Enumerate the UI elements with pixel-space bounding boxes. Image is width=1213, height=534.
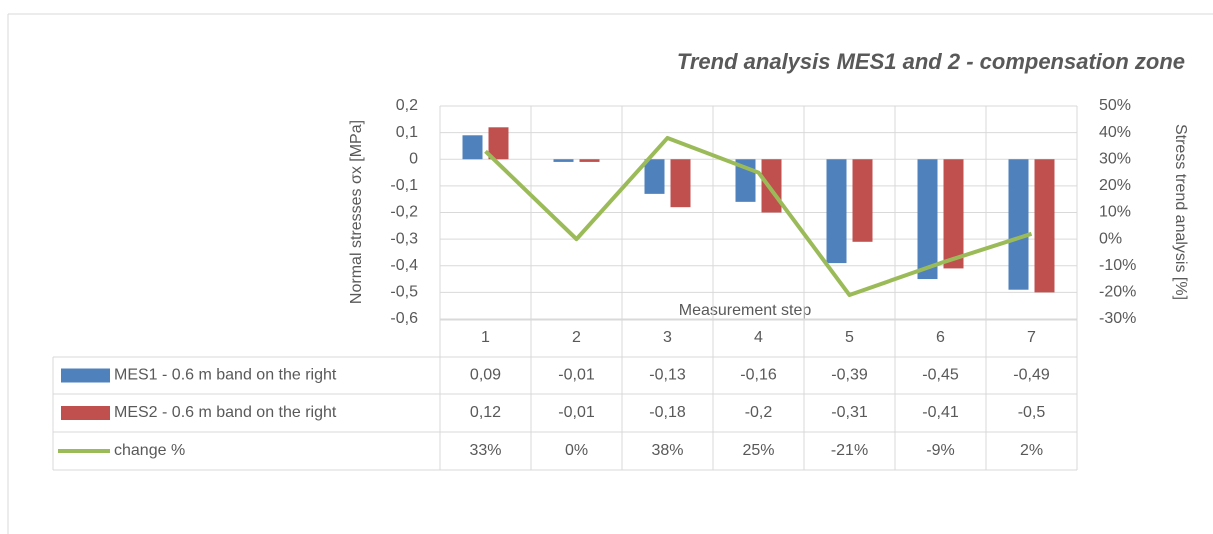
y-tick-label: -0,5 xyxy=(390,284,418,301)
legend-label: change % xyxy=(114,442,185,459)
y2-tick-label: -20% xyxy=(1099,284,1136,301)
data-label: -21% xyxy=(831,442,868,459)
y2-tick-label: 30% xyxy=(1099,150,1131,167)
bar xyxy=(1034,159,1055,293)
bar xyxy=(553,159,574,162)
y-tick-label: -0,2 xyxy=(390,204,418,221)
data-label: 2% xyxy=(1020,442,1043,459)
y2-tick-label: -10% xyxy=(1099,257,1136,274)
bar xyxy=(644,159,665,194)
data-label: 25% xyxy=(742,442,774,459)
bar xyxy=(462,135,483,160)
data-label: -0,01 xyxy=(558,367,595,384)
y-tick-label: -0,3 xyxy=(390,230,418,247)
data-label: -0,5 xyxy=(1018,404,1046,421)
x-tick-label: 7 xyxy=(1027,329,1036,346)
data-label: -0,39 xyxy=(831,367,868,384)
bar xyxy=(488,127,509,160)
data-label: 33% xyxy=(469,442,501,459)
line xyxy=(484,135,1033,298)
x-tick-label: 4 xyxy=(754,329,763,346)
data-label: -0,41 xyxy=(922,404,959,421)
y2-tick-label: 0% xyxy=(1099,230,1122,247)
data-label: -9% xyxy=(926,442,954,459)
y2-tick-label: 10% xyxy=(1099,204,1131,221)
data-label: -0,49 xyxy=(1013,367,1050,384)
x-tick-label: 5 xyxy=(845,329,854,346)
bar xyxy=(670,159,691,208)
chart-title: Trend analysis MES1 and 2 - compensation… xyxy=(677,49,1185,74)
bar xyxy=(579,159,600,162)
data-label: 0% xyxy=(565,442,588,459)
legend-label: MES2 - 0.6 m band on the right xyxy=(114,404,337,421)
legend-swatch xyxy=(61,406,110,420)
data-label: -0,18 xyxy=(649,404,686,421)
bar xyxy=(917,159,938,280)
y2-tick-label: 40% xyxy=(1099,124,1131,141)
bar xyxy=(1008,159,1029,290)
x-tick-label: 1 xyxy=(481,329,490,346)
legend-swatch xyxy=(61,368,110,383)
legend-label: MES1 - 0.6 m band on the right xyxy=(114,367,337,384)
data-label: -0,31 xyxy=(831,404,868,421)
y2-axis-label: Stress trend analysis [%] xyxy=(1172,124,1189,300)
x-tick-label: 3 xyxy=(663,329,672,346)
data-label: -0,45 xyxy=(922,367,959,384)
y-axis-label: Normal stresses σx [MPa] xyxy=(348,120,365,304)
y-tick-label: -0,1 xyxy=(390,177,418,194)
y2-tick-label: -30% xyxy=(1099,310,1136,327)
data-label: -0,16 xyxy=(740,367,777,384)
data-label: 38% xyxy=(651,442,683,459)
bar xyxy=(826,159,847,264)
x-tick-label: 2 xyxy=(572,329,581,346)
y2-tick-label: 50% xyxy=(1099,97,1131,114)
data-label: -0,2 xyxy=(745,404,773,421)
bar xyxy=(761,159,782,213)
y-tick-label: -0,6 xyxy=(390,310,418,327)
y-tick-label: -0,4 xyxy=(390,257,418,274)
data-label: -0,01 xyxy=(558,404,595,421)
y2-tick-label: 20% xyxy=(1099,177,1131,194)
data-label: -0,13 xyxy=(649,367,686,384)
bar xyxy=(943,159,964,269)
bar xyxy=(852,159,873,242)
y-tick-label: 0 xyxy=(409,150,418,167)
x-axis-label: Measurement step xyxy=(679,302,812,319)
data-label: 0,09 xyxy=(470,367,501,384)
y-tick-label: 0,2 xyxy=(396,97,418,114)
data-label: 0,12 xyxy=(470,404,501,421)
x-tick-label: 6 xyxy=(936,329,945,346)
y-tick-label: 0,1 xyxy=(396,124,418,141)
